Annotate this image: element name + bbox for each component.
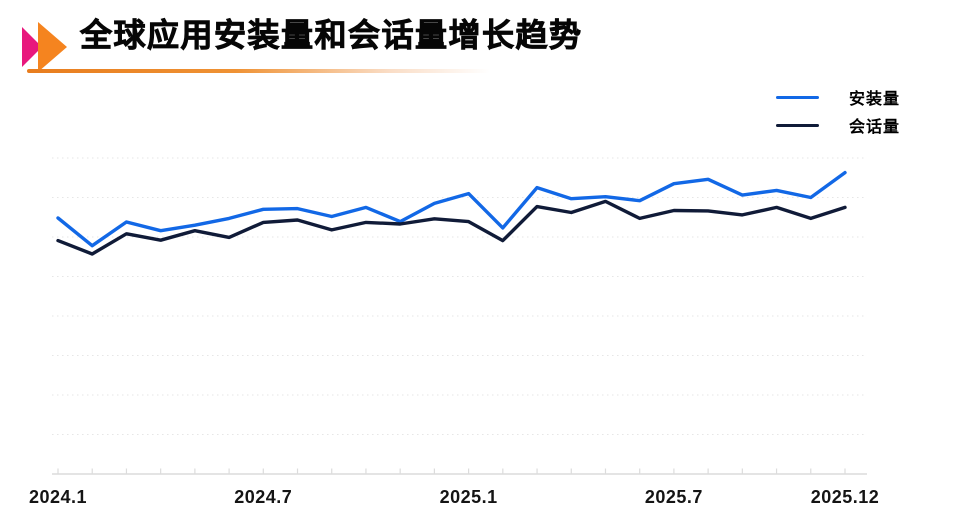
x-axis-label: 2025.12 [811, 487, 880, 507]
title-underline [27, 69, 490, 73]
title-marker-icon [22, 22, 67, 72]
x-axis-label: 2025.1 [440, 487, 498, 507]
x-axis-label: 2024.7 [234, 487, 292, 507]
legend-label-sessions: 会话量 [849, 119, 901, 136]
sessions-line [56, 199, 847, 256]
legend-item-sessions[interactable]: 会话量 [776, 116, 905, 136]
installs-line [56, 170, 847, 248]
legend: 安装量 会话量 [776, 88, 905, 136]
legend-label-installs: 安装量 [849, 91, 901, 108]
installs-line-swatch [776, 95, 819, 99]
sessions-line-swatch [776, 123, 819, 127]
page-title: 全球应用安装量和会话量增长趋势 [80, 17, 583, 54]
x-axis-label: 2025.7 [645, 487, 703, 507]
x-axis-label: 2024.1 [29, 487, 87, 507]
header: 全球应用安装量和会话量增长趋势 [0, 0, 956, 80]
legend-item-installs[interactable]: 安装量 [776, 88, 905, 108]
